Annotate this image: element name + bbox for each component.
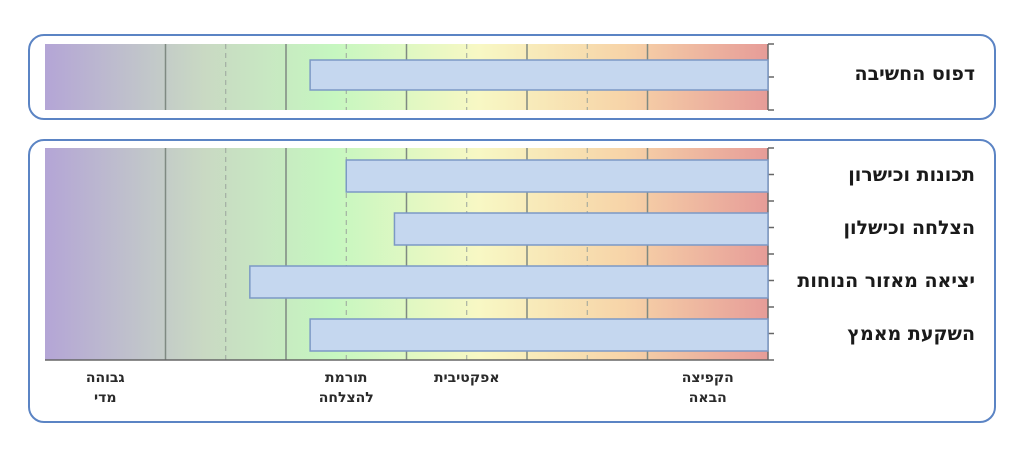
category-label: יציאה מאזור הנוחות: [797, 270, 975, 292]
category-label: הצלחה וכישלון: [843, 217, 976, 239]
bar: [249, 265, 769, 299]
bar: [309, 318, 769, 352]
zone-label: הקפיצה הבאה: [681, 370, 734, 406]
category-label: דפוס החשיבה: [854, 63, 975, 85]
category-label: תכונות וכישרון: [848, 164, 975, 186]
bar: [393, 212, 769, 246]
zone-label: תורמת להצלחה: [318, 370, 374, 406]
bar: [309, 59, 769, 91]
bar: [345, 159, 769, 193]
category-label: השקעת מאמץ: [847, 323, 975, 345]
zone-label: גבוהה מדי: [85, 370, 125, 406]
zone-label: אפקטיבית: [433, 370, 500, 386]
